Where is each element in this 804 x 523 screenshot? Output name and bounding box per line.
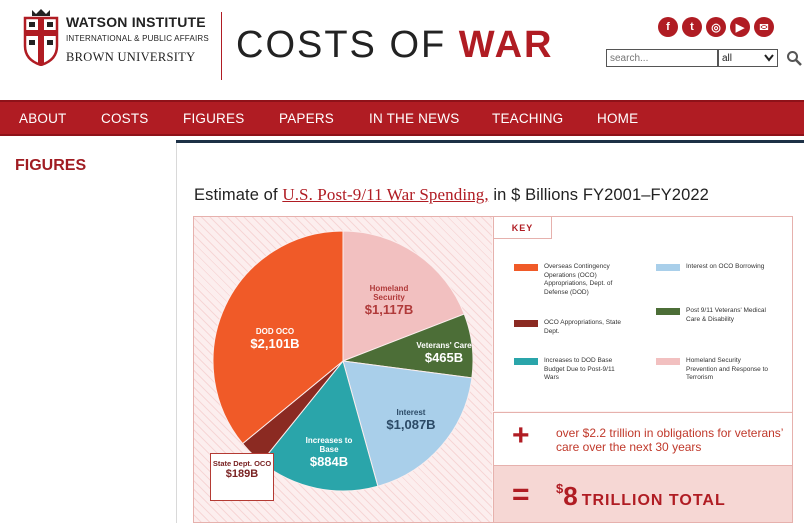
chart-area: Homeland Security $1,117B Veterans' Care… <box>194 217 492 522</box>
veterans-obligations-panel: + over $2.2 trillion in obligations for … <box>493 412 792 465</box>
legend-text: OCO Appropriations, State Dept. <box>544 319 621 335</box>
main-nav: ABOUT COSTS FIGURES PAPERS IN THE NEWS T… <box>0 100 804 136</box>
legend-text: Increases to DOD Base Budget Due to Post… <box>544 357 615 381</box>
legend-swatch <box>656 358 680 365</box>
label-homeland: Homeland Security $1,117B <box>354 284 424 317</box>
facebook-icon[interactable]: f <box>658 17 678 37</box>
pie-slice-dod-oco <box>212 230 344 445</box>
label-homeland-value: $1,117B <box>364 302 414 317</box>
instagram-icon[interactable]: ◎ <box>706 17 726 37</box>
sidebar-title[interactable]: FIGURES <box>15 157 87 174</box>
institute-title[interactable]: WATSON INSTITUTE <box>66 14 206 30</box>
nav-in-the-news[interactable]: IN THE NEWS <box>369 111 460 126</box>
label-interest-value: $1,087B <box>386 417 436 432</box>
nav-teaching[interactable]: TEACHING <box>492 111 564 126</box>
label-homeland-name: Homeland Security <box>369 284 409 302</box>
legend-item-state: OCO Appropriations, State Dept. <box>514 319 628 336</box>
legend-swatch <box>514 358 538 365</box>
total-number: 8 <box>563 481 578 511</box>
legend-swatch <box>656 264 680 271</box>
label-veterans-name: Veterans' Care <box>416 341 472 350</box>
total-text: $8 TRILLION TOTAL <box>556 481 726 512</box>
legend-swatch <box>656 308 680 315</box>
legend-text: Overseas Contingency Operations (OCO) Ap… <box>544 263 613 296</box>
email-icon[interactable]: ✉ <box>754 17 774 37</box>
figure-title-after: in $ Billions FY2001–FY2022 <box>488 186 709 204</box>
search-icon[interactable] <box>786 50 802 66</box>
site-title-accent: WAR <box>458 24 554 66</box>
label-state-callout: State Dept. OCO $189B <box>210 453 274 501</box>
nav-costs[interactable]: COSTS <box>101 111 149 126</box>
total-suffix: TRILLION TOTAL <box>581 492 726 509</box>
nav-home[interactable]: HOME <box>597 111 639 126</box>
legend-item-veterans: Post 9/11 Veterans' Medical Care & Disab… <box>656 307 770 324</box>
youtube-icon[interactable]: ▶ <box>730 17 750 37</box>
twitter-icon[interactable]: t <box>682 17 702 37</box>
legend-panel: KEY Overseas Contingency Operations (OCO… <box>493 217 792 411</box>
label-base: Increases to Base $884B <box>298 436 360 469</box>
legend-item-homeland: Homeland Security Prevention and Respons… <box>656 357 770 383</box>
search-scope-select[interactable]: all <box>718 49 778 67</box>
legend-item-dod: Overseas Contingency Operations (OCO) Ap… <box>514 263 628 297</box>
plus-sign: + <box>512 419 530 452</box>
site-title-main: COSTS OF <box>236 24 447 66</box>
label-dod-name: DOD OCO <box>255 327 295 336</box>
institute-subtitle[interactable]: INTERNATIONAL & PUBLIC AFFAIRS <box>66 34 209 43</box>
legend-item-interest: Interest on OCO Borrowing <box>656 263 770 272</box>
search-scope-value: all <box>722 52 733 64</box>
label-dod-value: $2,101B <box>250 336 300 351</box>
label-base-value: $884B <box>309 454 349 469</box>
search-input[interactable] <box>606 49 718 67</box>
veterans-obligations-text: over $2.2 trillion in obligations for ve… <box>556 426 784 454</box>
header-divider <box>221 12 222 80</box>
site-title[interactable]: COSTS OF WAR <box>236 24 553 67</box>
content-top-rule <box>176 140 804 143</box>
pie-slice-homeland-security <box>342 230 465 362</box>
label-state-value: $189B <box>225 468 259 480</box>
nav-about[interactable]: ABOUT <box>19 111 67 126</box>
nav-papers[interactable]: PAPERS <box>279 111 334 126</box>
site-header: WATSON INSTITUTE INTERNATIONAL & PUBLIC … <box>0 0 804 100</box>
brown-shield-logo[interactable] <box>22 8 60 66</box>
content-divider <box>176 140 177 523</box>
pie-chart <box>212 230 474 492</box>
label-veterans: Veterans' Care $465B <box>416 341 472 365</box>
label-interest-name: Interest <box>396 408 426 417</box>
legend-text: Interest on OCO Borrowing <box>686 263 765 270</box>
university-name[interactable]: BROWN UNIVERSITY <box>66 50 196 64</box>
chevron-down-icon <box>764 54 774 62</box>
figure-title-before: Estimate of <box>194 186 283 204</box>
nav-figures[interactable]: FIGURES <box>183 111 245 126</box>
legend-swatch <box>514 264 538 271</box>
legend-title: KEY <box>494 217 552 239</box>
legend-swatch <box>514 320 538 327</box>
label-dod: DOD OCO $2,101B <box>239 327 311 351</box>
label-state-name: State Dept. OCO <box>212 459 272 468</box>
legend-item-base: Increases to DOD Base Budget Due to Post… <box>514 357 628 383</box>
label-interest: Interest $1,087B <box>376 408 446 432</box>
legend-text: Post 9/11 Veterans' Medical Care & Disab… <box>686 307 766 323</box>
figure-title-link[interactable]: U.S. Post-9/11 War Spending, <box>282 185 489 204</box>
total-dollar-sign: $ <box>556 481 564 496</box>
social-links: f t ◎ ▶ ✉ <box>658 17 774 37</box>
label-base-name: Increases to Base <box>305 436 353 454</box>
equals-sign: = <box>512 478 530 511</box>
legend-text: Homeland Security Prevention and Respons… <box>686 357 769 381</box>
total-panel: = $8 TRILLION TOTAL <box>493 465 792 522</box>
figure-infographic: Homeland Security $1,117B Veterans' Care… <box>193 216 793 523</box>
pie-slice-interest <box>342 360 473 487</box>
figure-title: Estimate of U.S. Post-9/11 War Spending,… <box>194 185 709 205</box>
label-veterans-value: $465B <box>424 350 464 365</box>
